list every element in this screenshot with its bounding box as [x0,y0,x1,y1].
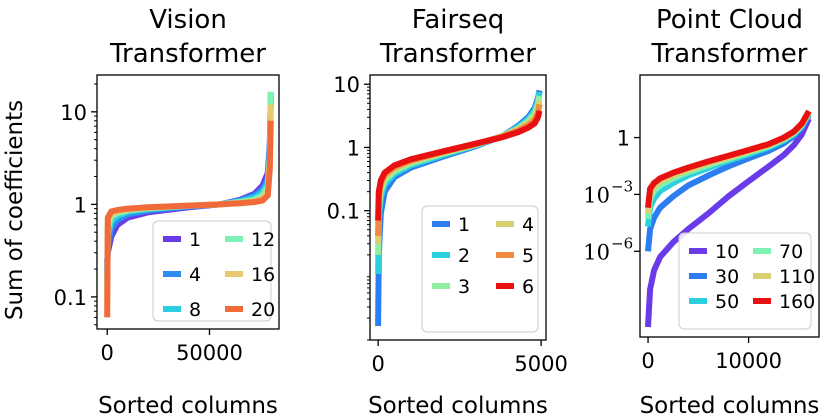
chart-title-line: Fairseq [412,5,504,35]
plot-frame [369,74,547,341]
x-axis-label: Sorted columns [368,393,548,417]
series-line-160 [645,109,812,209]
legend-label-6: 6 [522,276,534,298]
chart-panel-3: Point Cloud Transformer 0 10000 Sorted colum… [583,5,820,417]
legend-box [421,205,539,333]
y-tick-exponent: −6 [611,234,633,252]
x-tick-label: 10000 [715,349,782,373]
y-tick-label: 1 [74,193,87,217]
legend-label-2: 2 [458,245,470,267]
x-axis-label: Sorted columns [98,393,278,417]
chart-title-line: Point Cloud [656,5,803,35]
series-line-6 [375,110,543,221]
legend-label-20: 20 [251,299,275,321]
y-tick-label: 0.1 [327,200,360,224]
y-tick-label: 10 [583,183,610,207]
legend-label-10: 10 [715,241,739,263]
legend-label-70: 70 [779,241,803,263]
x-tick-label: 50000 [176,341,243,365]
legend-label-12: 12 [251,229,275,251]
legend-label-160: 160 [779,291,815,313]
legend: 10 30 50 70 110 160 [678,232,815,330]
y-tick-label: 1 [347,136,360,160]
series-line-10 [645,117,812,328]
legend-label-5: 5 [522,245,534,267]
y-tick-exponent: −3 [611,177,633,195]
legend-label-3: 3 [458,276,470,298]
y-tick-label: 10 [333,73,360,97]
x-tick-label: 0 [371,352,384,376]
legend-label-4: 4 [522,214,534,236]
legend-label-30: 30 [715,266,739,288]
series-group [645,109,812,328]
x-axis-label: Sorted columns [640,393,820,417]
legend-label-110: 110 [779,266,815,288]
legend-label-1: 1 [458,214,470,236]
chart-panel-2: Fairseq Transformer 0 5000 Sorted columns 10 1… [327,5,568,417]
chart-title-line: Transformer [109,39,266,69]
legend-box [152,220,272,322]
chart-panel-1: Vision Transformer 0 50000 Sorted columns 10 1… [54,5,280,417]
legend-box [678,232,812,330]
plot-frame [96,74,280,330]
x-tick-label: 5000 [514,352,567,376]
legend-label-4: 4 [189,264,201,286]
chart-title-line: Vision [149,5,227,35]
legend-label-1: 1 [189,229,201,251]
chart-title-line: Transformer [650,39,807,69]
y-tick-label: 0.1 [54,286,87,310]
series-group [375,89,543,327]
legend-label-50: 50 [715,291,739,313]
y-tick-label: 10 [583,240,610,264]
legend: 1 2 3 4 5 6 [421,205,539,333]
figure-ylabel: Sum of coefficients [2,100,28,320]
legend: 1 4 8 12 16 20 [152,220,275,322]
series-group [104,91,274,318]
plot-frame [639,74,820,338]
y-tick-label: 10 [60,101,87,125]
x-tick-label: 0 [101,341,114,365]
legend-label-16: 16 [251,264,275,286]
x-tick-label: 0 [641,349,654,373]
chart-title-line: Transformer [379,39,536,69]
y-tick-label: 1 [617,127,630,151]
series-line-20 [104,120,274,318]
legend-label-8: 8 [189,299,201,321]
